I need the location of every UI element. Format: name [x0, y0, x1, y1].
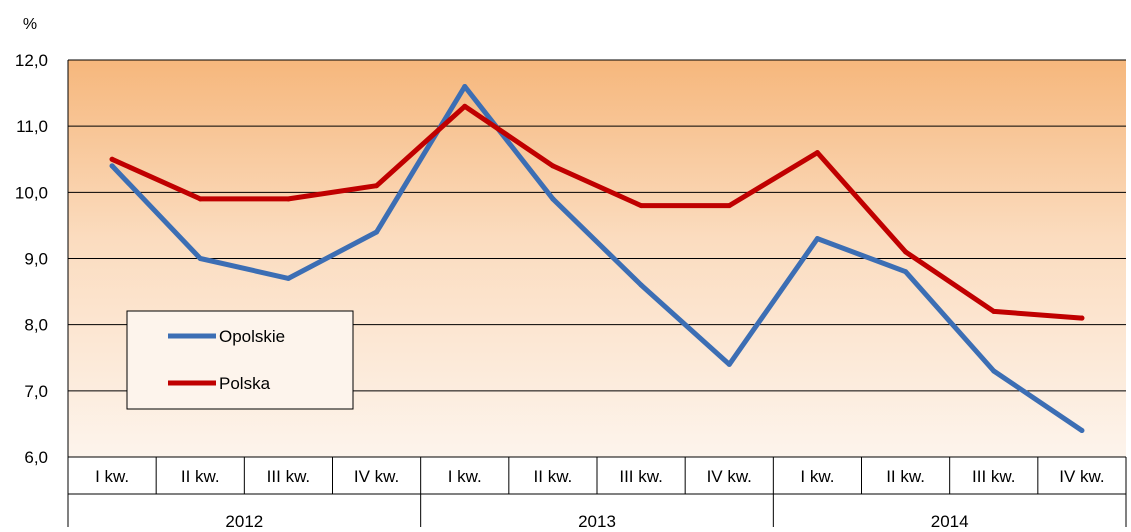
- data-point: [991, 308, 997, 314]
- y-tick-label: 8,0: [24, 316, 48, 335]
- data-point: [197, 196, 203, 202]
- data-point: [109, 163, 115, 169]
- data-point: [726, 203, 732, 209]
- data-point: [903, 249, 909, 255]
- legend-label-opolskie: Opolskie: [219, 327, 285, 346]
- x-tick-label: II kw.: [534, 467, 573, 486]
- data-point: [550, 163, 556, 169]
- y-tick-label: 10,0: [15, 183, 48, 202]
- y-tick-label: 11,0: [16, 117, 48, 136]
- y-tick-label: 6,0: [24, 448, 48, 467]
- data-point: [1079, 428, 1085, 434]
- data-point: [903, 269, 909, 275]
- x-tick-label: III kw.: [267, 467, 310, 486]
- x-tick-label: IV kw.: [707, 467, 752, 486]
- data-point: [991, 368, 997, 374]
- data-point: [462, 83, 468, 89]
- x-tick-label: III kw.: [619, 467, 662, 486]
- y-tick-label: 12,0: [15, 51, 48, 70]
- data-point: [285, 275, 291, 281]
- legend: Opolskie Polska: [126, 310, 354, 410]
- x-tick-label: II kw.: [181, 467, 220, 486]
- x-year-label: 2012: [225, 512, 263, 527]
- legend-box: [126, 310, 354, 410]
- data-point: [638, 203, 644, 209]
- y-axis-unit-label: %: [23, 16, 37, 33]
- data-point: [374, 229, 380, 235]
- y-tick-label: 9,0: [24, 250, 48, 269]
- x-tick-label: III kw.: [972, 467, 1015, 486]
- data-point: [197, 256, 203, 261]
- data-point: [285, 196, 291, 202]
- x-tick-label: IV kw.: [354, 467, 399, 486]
- x-year-label: 2014: [931, 512, 969, 527]
- data-point: [109, 156, 115, 162]
- x-tick-label: IV kw.: [1059, 467, 1104, 486]
- data-point: [726, 361, 732, 367]
- series-line-opolskie: [109, 84, 1085, 433]
- x-tick-label: I kw.: [448, 467, 482, 486]
- x-tick-label: II kw.: [886, 467, 925, 486]
- series-line-polska: [109, 103, 1085, 321]
- y-tick-label: 7,0: [24, 382, 48, 401]
- data-point: [1079, 315, 1085, 321]
- x-tick-label: I kw.: [800, 467, 834, 486]
- data-point: [374, 183, 380, 189]
- legend-label-polska: Polska: [219, 374, 271, 393]
- x-tick-label: I kw.: [95, 467, 129, 486]
- data-point: [814, 150, 820, 156]
- data-point: [814, 236, 820, 242]
- data-point: [462, 103, 468, 109]
- x-year-label: 2013: [578, 512, 616, 527]
- data-point: [550, 196, 556, 202]
- data-point: [638, 282, 644, 288]
